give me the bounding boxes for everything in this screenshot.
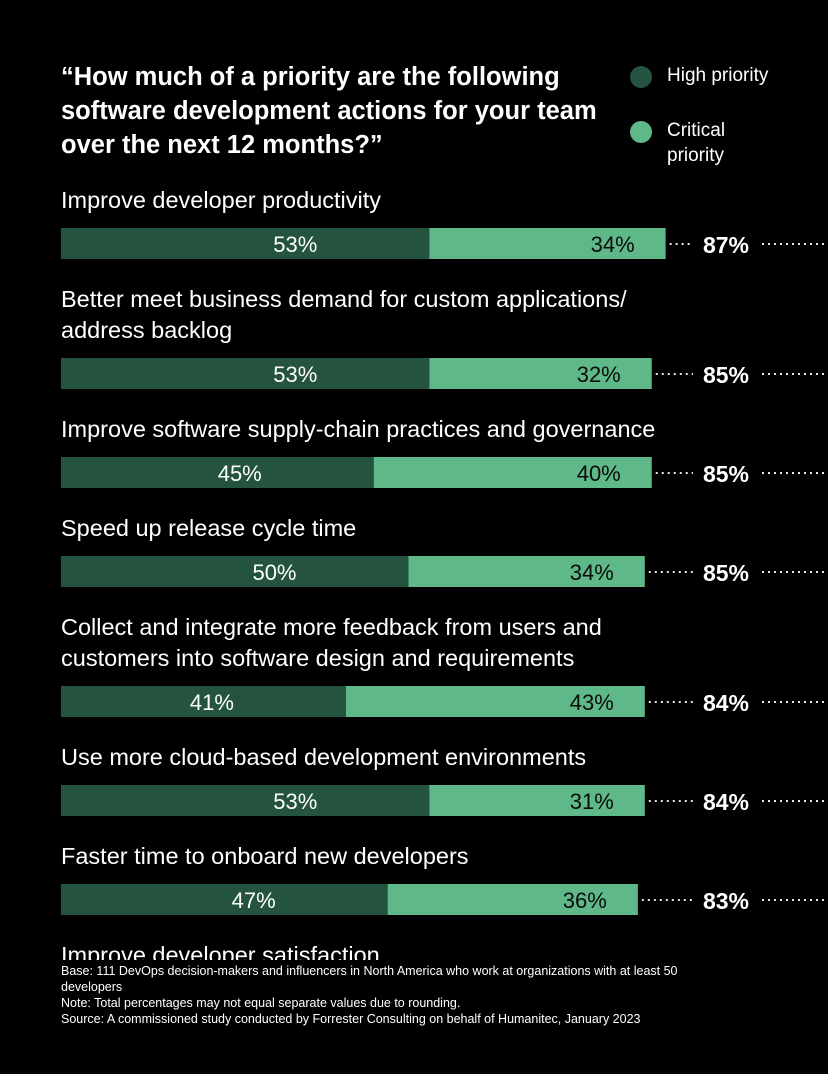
- category-label: address backlog: [61, 317, 232, 343]
- total-label: 85%: [703, 362, 749, 388]
- data-label-critical-priority: 40%: [577, 461, 621, 486]
- category-label: Use more cloud-based development environ…: [61, 744, 586, 770]
- total-label: 85%: [703, 461, 749, 487]
- category-label: Improve software supply-chain practices …: [61, 416, 655, 442]
- bar-high-priority: [61, 686, 346, 717]
- legend-swatch-critical-priority: [630, 121, 652, 143]
- bar-high-priority: [61, 785, 430, 816]
- category-label: Faster time to onboard new developers: [61, 843, 469, 869]
- category-label: Speed up release cycle time: [61, 515, 356, 541]
- data-label-high-priority: 53%: [273, 362, 317, 387]
- data-label-critical-priority: 34%: [591, 232, 635, 257]
- footnote-note: Note: Total percentages may not equal se…: [61, 996, 461, 1010]
- category-label: Collect and integrate more feedback from…: [61, 614, 602, 640]
- bar-high-priority: [61, 228, 430, 259]
- category-label: customers into software design and requi…: [61, 645, 574, 671]
- footnote-source: Source: A commissioned study conducted b…: [61, 1012, 641, 1026]
- footnote-base: Base: 111 DevOps decision-makers and inf…: [61, 964, 678, 994]
- category-label: Improve developer satisfaction: [61, 942, 380, 960]
- stacked-bar-chart: Improve developer productivity 53% 34% 87% B…: [61, 187, 828, 960]
- bar-critical-priority: [429, 785, 645, 816]
- data-label-high-priority: 41%: [190, 690, 234, 715]
- data-label-critical-priority: 34%: [570, 560, 614, 585]
- data-label-high-priority: 53%: [273, 789, 317, 814]
- bar-high-priority: [61, 556, 409, 587]
- total-label: 83%: [703, 888, 749, 914]
- total-label: 84%: [703, 789, 749, 815]
- bar-critical-priority: [408, 556, 645, 587]
- total-label: 84%: [703, 690, 749, 716]
- data-label-critical-priority: 36%: [563, 888, 607, 913]
- data-label-high-priority: 50%: [252, 560, 296, 585]
- data-label-high-priority: 53%: [273, 232, 317, 257]
- bar-high-priority: [61, 884, 388, 915]
- legend-label-critical-priority: Critical priority: [667, 120, 726, 166]
- bar-critical-priority: [387, 884, 638, 915]
- chart-title: “How much of a priority are the followin…: [61, 63, 597, 159]
- bar-critical-priority: [429, 358, 652, 389]
- data-label-critical-priority: 32%: [577, 362, 621, 387]
- footnotes: Base: 111 DevOps decision-makers and inf…: [61, 963, 741, 1027]
- bar-critical-priority: [345, 686, 645, 717]
- bar-high-priority: [61, 457, 374, 488]
- legend-label-high-priority: High priority: [667, 65, 769, 86]
- data-label-critical-priority: 43%: [570, 690, 614, 715]
- bar-critical-priority: [429, 228, 666, 259]
- data-label-critical-priority: 31%: [570, 789, 614, 814]
- category-label: Improve developer productivity: [61, 187, 381, 213]
- total-label: 85%: [703, 560, 749, 586]
- legend-swatch-high-priority: [630, 66, 652, 88]
- data-label-high-priority: 45%: [218, 461, 262, 486]
- data-label-high-priority: 47%: [232, 888, 276, 913]
- bar-critical-priority: [373, 457, 652, 488]
- bar-high-priority: [61, 358, 430, 389]
- total-label: 87%: [703, 232, 749, 258]
- category-label: Better meet business demand for custom a…: [61, 286, 627, 312]
